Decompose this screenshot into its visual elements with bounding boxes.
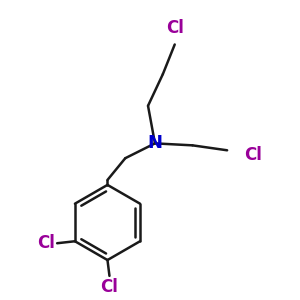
Text: Cl: Cl — [244, 146, 262, 164]
Text: Cl: Cl — [37, 234, 55, 252]
Text: Cl: Cl — [100, 278, 118, 296]
Text: Cl: Cl — [166, 19, 184, 37]
Text: N: N — [147, 134, 162, 152]
